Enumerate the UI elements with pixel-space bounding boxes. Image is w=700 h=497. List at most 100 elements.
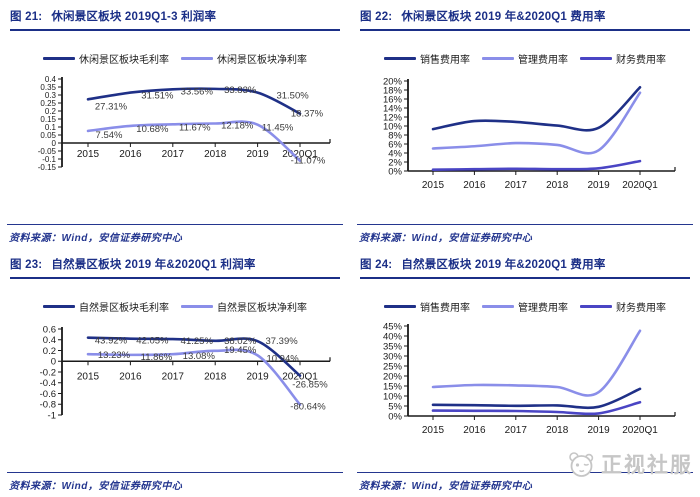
svg-text:12%: 12% xyxy=(383,112,403,123)
svg-text:13.08%: 13.08% xyxy=(183,351,216,362)
legend-item: 财务费用率 xyxy=(580,51,666,66)
svg-text:2%: 2% xyxy=(388,157,402,168)
watermark-logo: 正视社服 xyxy=(566,449,693,479)
figure-title: 图 22: 休闲景区板块 2019 年&2020Q1 费用率 xyxy=(360,8,690,31)
svg-text:10.94%: 10.94% xyxy=(266,353,299,364)
svg-text:-1: -1 xyxy=(48,410,56,421)
legend-label: 自然景区板块毛利率 xyxy=(79,302,169,314)
legend-swatch-icon xyxy=(482,304,514,308)
legend-label: 销售费用率 xyxy=(420,302,470,314)
svg-text:0%: 0% xyxy=(388,166,402,177)
svg-text:2018: 2018 xyxy=(546,425,569,436)
legend-label: 休闲景区板块毛利率 xyxy=(79,54,169,66)
svg-text:13.23%: 13.23% xyxy=(98,350,131,361)
svg-text:33.83%: 33.83% xyxy=(224,85,257,96)
svg-text:31.51%: 31.51% xyxy=(141,91,174,102)
legend-item: 销售费用率 xyxy=(384,299,470,314)
svg-text:0.05: 0.05 xyxy=(40,131,56,140)
legend-swatch-icon xyxy=(181,56,213,60)
source-divider xyxy=(357,224,693,225)
svg-text:0.3: 0.3 xyxy=(45,91,57,100)
svg-text:10%: 10% xyxy=(383,121,403,132)
svg-text:2015: 2015 xyxy=(422,425,445,436)
svg-text:8%: 8% xyxy=(388,130,402,141)
svg-text:10.68%: 10.68% xyxy=(136,124,169,135)
svg-text:2019: 2019 xyxy=(246,371,269,382)
svg-text:0.1: 0.1 xyxy=(45,123,57,132)
svg-text:2018: 2018 xyxy=(204,149,227,160)
svg-text:31.50%: 31.50% xyxy=(276,91,309,102)
legend-item: 自然景区板块毛利率 xyxy=(43,299,169,314)
svg-text:2015: 2015 xyxy=(77,149,100,160)
source-divider xyxy=(7,224,343,225)
svg-text:45%: 45% xyxy=(383,321,403,332)
legend-item: 自然景区板块净利率 xyxy=(181,299,307,314)
legend-label: 销售费用率 xyxy=(420,54,470,66)
figure-panel-22: 图 22: 休闲景区板块 2019 年&2020Q1 费用率 销售费用率 管理费用率… xyxy=(350,0,700,248)
svg-text:30%: 30% xyxy=(383,351,403,362)
svg-text:2019: 2019 xyxy=(587,180,610,191)
svg-text:12.18%: 12.18% xyxy=(221,121,254,132)
source-text: 资料来源：Wind，安信证券研究中心 xyxy=(9,481,183,492)
svg-text:35%: 35% xyxy=(383,341,403,352)
legend-label: 财务费用率 xyxy=(616,302,666,314)
svg-text:2019: 2019 xyxy=(246,149,269,160)
figure-title: 图 23: 自然景区板块 2019 年&2020Q1 利润率 xyxy=(10,256,340,279)
fig24-line-chart: 45%40%35%30%25%20%15%10%5%0% 2015 2016 2017… xyxy=(383,321,676,436)
svg-text:-0.2: -0.2 xyxy=(40,367,56,378)
chart-legend: 自然景区板块毛利率 自然景区板块净利率 xyxy=(7,299,343,314)
svg-text:0.2: 0.2 xyxy=(45,107,57,116)
legend-item: 休闲景区板块净利率 xyxy=(181,51,307,66)
svg-text:-26.85%: -26.85% xyxy=(292,380,328,391)
legend-label: 管理费用率 xyxy=(518,54,568,66)
legend-item: 管理费用率 xyxy=(482,299,568,314)
svg-text:16%: 16% xyxy=(383,94,403,105)
figure-title: 图 24: 自然景区板块 2019 年&2020Q1 费用率 xyxy=(360,256,690,279)
source-divider xyxy=(357,472,693,473)
figure-title-text: 休闲景区板块 2019Q1-3 利润率 xyxy=(51,11,217,23)
svg-text:33.56%: 33.56% xyxy=(181,86,214,97)
svg-text:20%: 20% xyxy=(383,371,403,382)
svg-text:-0.6: -0.6 xyxy=(40,389,56,400)
svg-text:41.25%: 41.25% xyxy=(181,336,214,347)
svg-text:18.37%: 18.37% xyxy=(291,109,324,120)
svg-text:2020Q1: 2020Q1 xyxy=(622,180,658,191)
watermark-text: 正视社服 xyxy=(601,454,693,477)
svg-text:0: 0 xyxy=(51,357,56,368)
figure-label: 图 21: xyxy=(10,11,43,23)
svg-text:14%: 14% xyxy=(383,103,403,114)
svg-text:2020Q1: 2020Q1 xyxy=(282,149,318,160)
legend-label: 管理费用率 xyxy=(518,302,568,314)
svg-text:0.4: 0.4 xyxy=(43,335,56,346)
legend-label: 财务费用率 xyxy=(616,54,666,66)
figure-title-text: 自然景区板块 2019 年&2020Q1 费用率 xyxy=(401,259,606,271)
svg-text:2017: 2017 xyxy=(162,149,185,160)
legend-item: 休闲景区板块毛利率 xyxy=(43,51,169,66)
svg-text:0.6: 0.6 xyxy=(43,324,56,335)
svg-text:2018: 2018 xyxy=(546,180,569,191)
legend-label: 自然景区板块净利率 xyxy=(217,302,307,314)
svg-text:2016: 2016 xyxy=(463,180,486,191)
svg-text:38.02%: 38.02% xyxy=(224,336,257,347)
legend-swatch-icon xyxy=(580,304,612,308)
svg-text:4%: 4% xyxy=(388,148,402,159)
legend-swatch-icon xyxy=(384,304,416,308)
svg-text:25%: 25% xyxy=(383,361,403,372)
svg-text:0%: 0% xyxy=(388,411,402,422)
svg-text:2018: 2018 xyxy=(204,371,227,382)
panda-face-icon xyxy=(569,452,594,477)
svg-text:27.31%: 27.31% xyxy=(95,101,128,112)
figure-label: 图 22: xyxy=(360,11,393,23)
figure-title: 图 21: 休闲景区板块 2019Q1-3 利润率 xyxy=(10,8,340,31)
legend-label: 休闲景区板块净利率 xyxy=(217,54,307,66)
svg-text:0.2: 0.2 xyxy=(43,346,56,357)
svg-text:0.35: 0.35 xyxy=(40,83,56,92)
svg-text:11.86%: 11.86% xyxy=(141,352,173,363)
legend-swatch-icon xyxy=(181,304,213,308)
legend-item: 财务费用率 xyxy=(580,299,666,314)
svg-text:7.54%: 7.54% xyxy=(96,130,123,141)
chart-legend: 销售费用率 管理费用率 财务费用率 xyxy=(357,299,693,314)
svg-text:0.15: 0.15 xyxy=(40,115,56,124)
svg-text:42.05%: 42.05% xyxy=(136,336,169,347)
